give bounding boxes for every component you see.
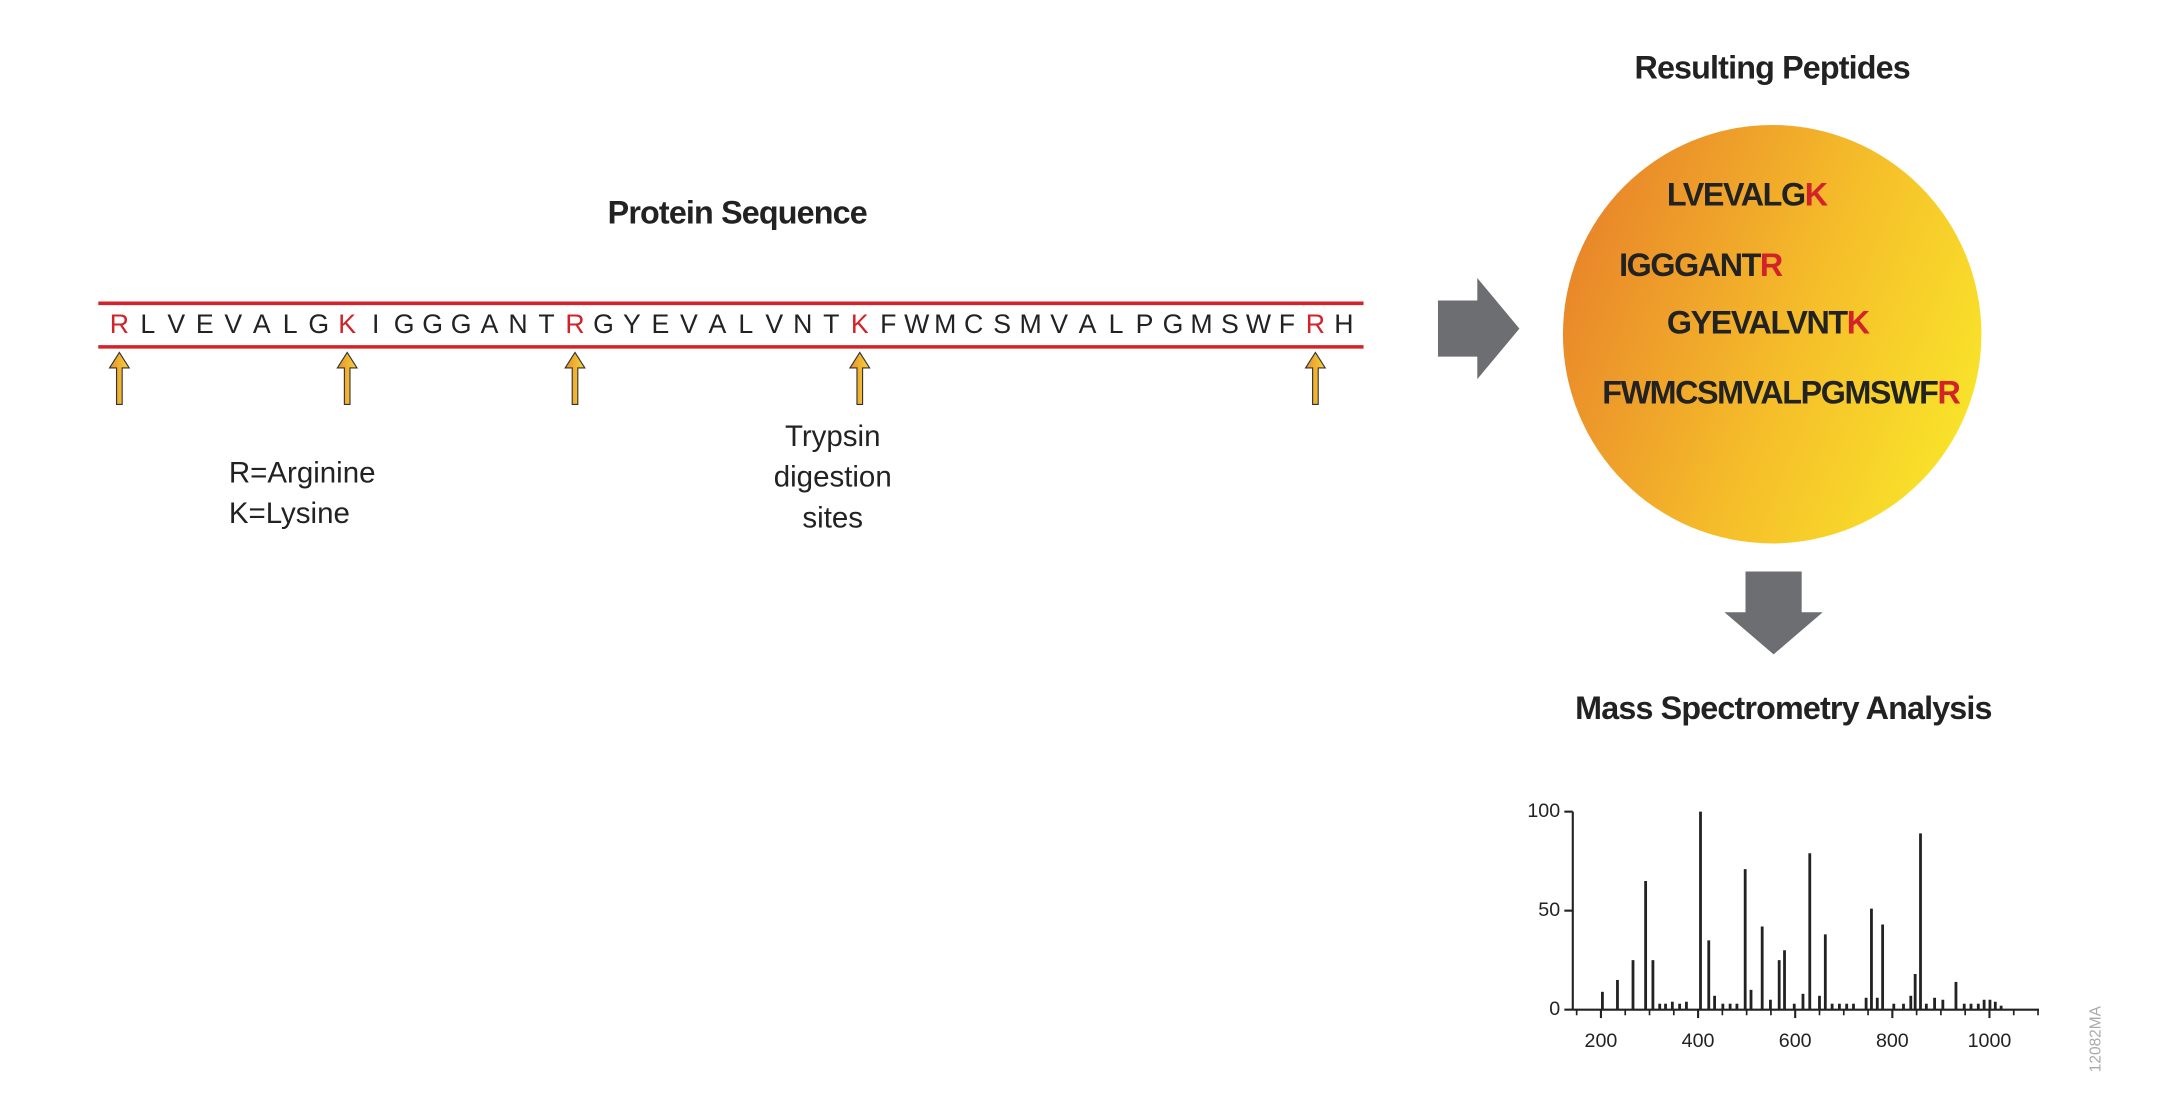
site-arrow bbox=[1304, 351, 1327, 405]
y-tick-label: 0 bbox=[1549, 998, 1560, 1020]
site-arrow bbox=[108, 351, 131, 405]
site-arrow bbox=[848, 351, 871, 405]
site-label: sites bbox=[802, 501, 863, 534]
peptide-end: K bbox=[1805, 176, 1829, 212]
site-label: Trypsin bbox=[785, 420, 881, 453]
sequence-segment: R bbox=[1306, 309, 1325, 339]
sequence-segment: LVEVALG bbox=[140, 309, 329, 339]
figure-code: 12082MA bbox=[2088, 1005, 2105, 1072]
site-arrow bbox=[564, 351, 586, 405]
peptide-end: R bbox=[1760, 246, 1783, 282]
x-tick-label: 400 bbox=[1682, 1030, 1715, 1052]
arrow-down bbox=[1724, 571, 1823, 655]
peptide-body: IGGGANT bbox=[1619, 246, 1761, 282]
sequence-segment: R bbox=[565, 309, 584, 339]
sequence-segment: GYEVALVNT bbox=[593, 309, 839, 339]
peptide-body: GYEVALVNT bbox=[1667, 304, 1849, 340]
x-tick-label: 800 bbox=[1876, 1030, 1909, 1052]
x-tick-label: 200 bbox=[1585, 1030, 1618, 1052]
site-arrow bbox=[336, 351, 359, 405]
x-tick-label: 1000 bbox=[1968, 1030, 2012, 1052]
protein-title: Protein Sequence bbox=[608, 194, 867, 230]
peptide-end: R bbox=[1937, 374, 1960, 410]
sequence-segment: R bbox=[110, 309, 129, 339]
peptide-list: LVEVALGKIGGGANTRGYEVALVNTKFWMCSMVALPGMSW… bbox=[1602, 176, 1962, 410]
ms-title: Mass Spectrometry Analysis bbox=[1575, 690, 1991, 726]
peptide: IGGGANTR bbox=[1619, 246, 1783, 282]
sequence-segment: K bbox=[851, 309, 869, 339]
sequence: R LVEVALG K IGGGANT R GYEVALVNT K FWMCSMVALPGMS… bbox=[108, 309, 1354, 405]
y-tick-label: 50 bbox=[1538, 899, 1560, 921]
legend-entry: K=Lysine bbox=[229, 497, 350, 530]
sequence-segment: K bbox=[338, 309, 356, 339]
peptides-title: Resulting Peptides bbox=[1634, 50, 1909, 86]
peptide: GYEVALVNTK bbox=[1667, 304, 1871, 340]
spectrum: 0 50 100 200 400 600 800 1000 bbox=[1527, 800, 2039, 1052]
sequence-segment: H bbox=[1334, 309, 1353, 339]
sequence-segment: IGGGANT bbox=[372, 309, 555, 339]
legend-entry: R=Arginine bbox=[229, 456, 376, 489]
y-tick-label: 100 bbox=[1527, 800, 1560, 822]
sequence-segment: FWMCSMVALPGMSWF bbox=[880, 309, 1295, 339]
arrow-right bbox=[1437, 278, 1520, 380]
x-tick-label: 600 bbox=[1779, 1030, 1812, 1052]
peptide-circle bbox=[1562, 124, 1982, 544]
peptide-end: K bbox=[1847, 304, 1871, 340]
peptide-body: FWMCSMVALPGMSWF bbox=[1602, 374, 1938, 410]
peptide: FWMCSMVALPGMSWFR bbox=[1602, 374, 1960, 410]
peptide-body: LVEVALG bbox=[1667, 176, 1805, 212]
site-label: digestion bbox=[774, 461, 892, 494]
peptide: LVEVALGK bbox=[1667, 176, 1829, 212]
